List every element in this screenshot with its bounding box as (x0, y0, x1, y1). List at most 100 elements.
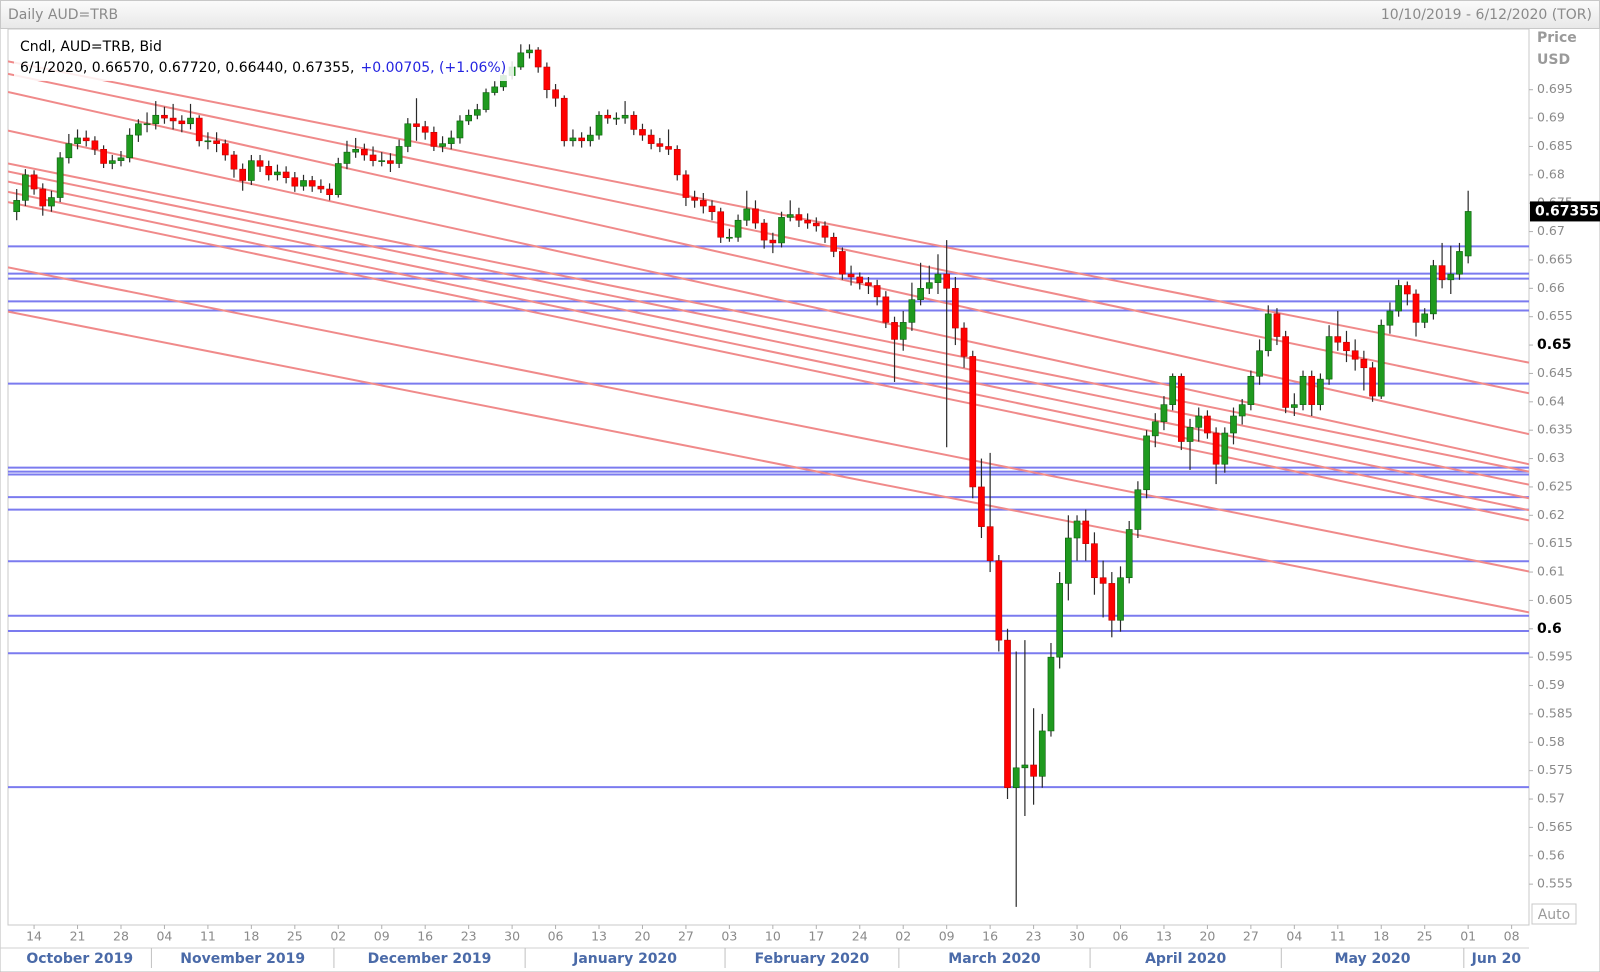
trend-line (8, 129, 1529, 466)
candle-body (613, 117, 620, 120)
y-tick-label: 0.65 (1537, 337, 1572, 353)
candle-body (291, 177, 299, 187)
info-box (14, 35, 514, 81)
candle-body (282, 171, 290, 178)
candle-body (421, 126, 429, 133)
candle-body (1178, 375, 1185, 442)
month-label: April 2020 (1145, 951, 1226, 967)
candle-body (1430, 265, 1437, 315)
candle-body (308, 180, 316, 187)
x-tick-label: 17 (808, 929, 824, 944)
x-tick-label: 16 (417, 929, 433, 944)
candle-body (430, 131, 438, 147)
candle-body (1308, 375, 1316, 405)
trend-line (8, 190, 1529, 512)
y-tick-label: 0.56 (1537, 847, 1565, 862)
y-tick-label: 0.695 (1537, 81, 1573, 96)
candle-body (65, 143, 73, 159)
candle-body (882, 296, 890, 323)
candle-body (1264, 313, 1272, 352)
candle-body (1456, 251, 1463, 275)
x-tick-label: 13 (591, 929, 607, 944)
candle-body (560, 97, 568, 142)
x-tick-label: 01 (1460, 929, 1476, 944)
candle-body (969, 356, 977, 488)
candle-body (804, 219, 811, 224)
candle-body (1186, 427, 1194, 442)
candle-body (439, 143, 446, 147)
candle-body (830, 236, 838, 252)
candle-body (1108, 583, 1116, 621)
trend-line (8, 170, 1529, 486)
candle-body (1351, 350, 1359, 360)
candle-body (552, 89, 559, 99)
candle-body (334, 163, 342, 195)
candle-body (1317, 378, 1324, 405)
candle-body (1247, 375, 1255, 405)
candle-body (1464, 211, 1472, 257)
candle-body (387, 160, 394, 164)
candle-body (517, 52, 525, 68)
candle-body (986, 526, 994, 561)
x-tick-label: 18 (1373, 929, 1389, 944)
y-tick-label: 0.67 (1537, 223, 1565, 238)
candle-body (795, 214, 803, 221)
candle-body (943, 273, 951, 289)
info-line: 6/1/2020, 0.66570, 0.67720, 0.66440, 0.6… (20, 60, 506, 76)
candle-body (1030, 764, 1037, 777)
candle-body (656, 143, 664, 147)
candle-body (726, 236, 733, 239)
candle-body (569, 137, 577, 142)
x-tick-label: 25 (1417, 929, 1433, 944)
candle-body (1438, 265, 1446, 281)
x-tick-label: 24 (852, 929, 868, 944)
x-tick-label: 11 (1330, 929, 1346, 944)
y-tick-label: 0.69 (1537, 110, 1565, 125)
y-tick-label: 0.575 (1537, 762, 1573, 777)
candle-body (734, 219, 742, 238)
candle-body (925, 282, 933, 289)
last-price-tag (1530, 201, 1600, 222)
candle-body (413, 123, 420, 127)
candle-body (1099, 577, 1107, 584)
candle-body (317, 185, 325, 190)
candle-body (865, 282, 872, 286)
candle-body (1256, 350, 1263, 377)
candle-body (1047, 656, 1055, 732)
candle-body (708, 205, 716, 213)
x-tick-label: 23 (1026, 929, 1042, 944)
y-tick-label: 0.61 (1537, 564, 1565, 579)
candle-body (13, 200, 21, 213)
y-tick-label: 0.655 (1537, 308, 1573, 323)
candle-body (213, 140, 220, 144)
candle-body (195, 117, 203, 142)
candle-body (265, 166, 273, 176)
month-label: December 2019 (368, 951, 492, 967)
month-label: October 2019 (26, 951, 133, 967)
candle-body (56, 157, 64, 198)
candle-body (100, 148, 107, 164)
candle-body (743, 208, 751, 221)
scale-mode[interactable]: Auto (1538, 907, 1571, 923)
scale-mode-box[interactable] (1531, 903, 1577, 925)
candle-body (1004, 639, 1011, 788)
candle-body (1021, 764, 1029, 769)
month-label: May 2020 (1335, 951, 1411, 967)
candle-body (673, 148, 681, 176)
candle-body (187, 117, 194, 125)
candle-body (908, 299, 916, 323)
candle-body (1169, 375, 1176, 405)
trend-line (8, 60, 1529, 364)
axis-title: Price (1537, 30, 1577, 46)
candle-body (621, 114, 629, 119)
candle-body (760, 222, 768, 241)
month-label: January 2020 (572, 951, 677, 967)
candle-body (1325, 336, 1333, 380)
y-tick-label: 0.68 (1537, 166, 1565, 181)
candle-body (169, 117, 177, 122)
x-tick-label: 18 (243, 929, 259, 944)
x-tick-label: 20 (1199, 929, 1215, 944)
candle-body (352, 148, 359, 153)
